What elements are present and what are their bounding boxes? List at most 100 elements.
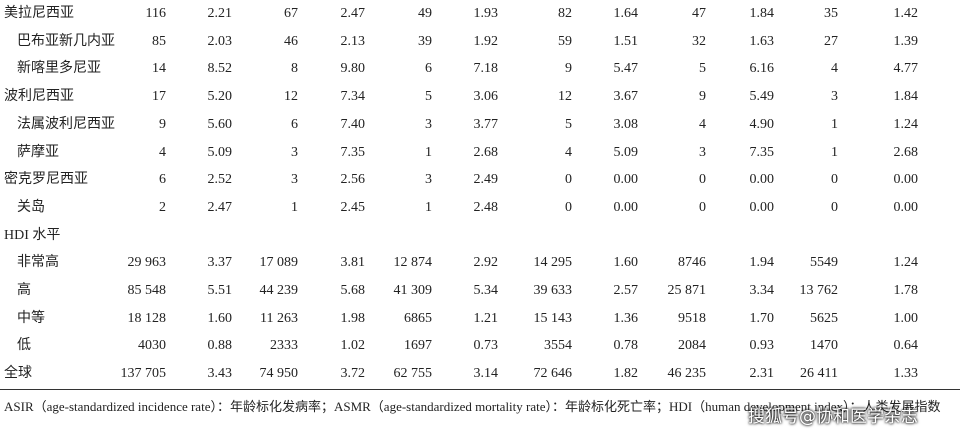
table-cell: 5.20 bbox=[207, 89, 233, 105]
table-cell: 0 bbox=[565, 199, 572, 215]
table-cell: 1.21 bbox=[473, 310, 499, 326]
table-cell: 29 963 bbox=[127, 255, 167, 271]
table-cell: 0.78 bbox=[613, 338, 639, 354]
table-cell: 3 bbox=[831, 89, 838, 105]
table-cell: 2.31 bbox=[749, 366, 775, 382]
table-cell: 1.51 bbox=[613, 33, 639, 49]
table-cell: 14 bbox=[152, 61, 166, 77]
table-cell: 4 bbox=[831, 61, 838, 77]
table-cell: 3.72 bbox=[340, 366, 366, 382]
table-cell: 3.43 bbox=[207, 366, 233, 382]
table-cell: 32 bbox=[692, 33, 706, 49]
table-cell: 47 bbox=[692, 6, 706, 21]
row-label: 法属波利尼西亚 bbox=[17, 116, 115, 132]
table-cell: 1.36 bbox=[613, 310, 639, 326]
table-cell: 74 950 bbox=[259, 366, 299, 382]
table-cell: 3 bbox=[291, 144, 298, 160]
table-cell: 7.18 bbox=[473, 61, 499, 77]
table-cell: 1.24 bbox=[893, 255, 919, 271]
table-cell: 5549 bbox=[810, 255, 838, 271]
row-label: 高 bbox=[17, 283, 31, 298]
table-cell: 137 705 bbox=[120, 366, 167, 382]
table-cell: 2.68 bbox=[473, 144, 499, 160]
table-cell: 0.73 bbox=[473, 338, 499, 354]
table-cell: 1 bbox=[425, 144, 432, 160]
table-cell: 41 309 bbox=[393, 283, 433, 298]
table-cell: 0.00 bbox=[893, 199, 919, 215]
table-cell: 8.52 bbox=[207, 61, 233, 77]
table-cell: 1.33 bbox=[893, 366, 919, 382]
table-cell: 18 128 bbox=[127, 310, 167, 326]
table-cell: 3554 bbox=[544, 338, 572, 354]
table-cell: 2.57 bbox=[613, 283, 639, 298]
table-cell: 1.94 bbox=[749, 255, 775, 271]
table-cell: 59 bbox=[558, 33, 572, 49]
table-cell: 1.98 bbox=[340, 310, 366, 326]
table-cell: 5.49 bbox=[749, 89, 775, 105]
table-cell: 0.64 bbox=[893, 338, 919, 354]
table-cell: 3 bbox=[699, 144, 706, 160]
table-cell: 2.48 bbox=[473, 199, 499, 215]
table-cell: 4030 bbox=[138, 338, 166, 354]
table-cell: 5625 bbox=[810, 310, 838, 326]
table-cell: 1.60 bbox=[613, 255, 639, 271]
table-cell: 26 411 bbox=[800, 366, 838, 382]
table-cell: 3.14 bbox=[473, 366, 499, 382]
table-cell: 2.45 bbox=[340, 199, 366, 215]
table-cell: 39 633 bbox=[533, 283, 573, 298]
table-cell: 9 bbox=[565, 61, 572, 77]
table-cell: 1.64 bbox=[613, 6, 639, 21]
table-cell: 3.67 bbox=[613, 89, 639, 105]
table-cell: 9518 bbox=[678, 310, 706, 326]
table-cell: 13 762 bbox=[799, 283, 839, 298]
row-label: HDI 水平 bbox=[4, 227, 61, 243]
table-cell: 2 bbox=[159, 199, 166, 215]
table-cell: 0.00 bbox=[613, 199, 639, 215]
table-cell: 25 871 bbox=[667, 283, 707, 298]
table-cell: 5.34 bbox=[473, 283, 499, 298]
table-cell: 2084 bbox=[678, 338, 706, 354]
table-cell: 1.60 bbox=[207, 310, 233, 326]
table-cell: 8746 bbox=[678, 255, 706, 271]
table-cell: 2.47 bbox=[207, 199, 233, 215]
table-cell: 85 548 bbox=[127, 283, 167, 298]
table-cell: 44 239 bbox=[259, 283, 299, 298]
table-cell: 17 089 bbox=[259, 255, 299, 271]
table-cell: 2.92 bbox=[473, 255, 499, 271]
table-cell: 7.40 bbox=[340, 116, 366, 132]
table-cell: 1.78 bbox=[893, 283, 919, 298]
table-cell: 2.47 bbox=[340, 6, 366, 21]
table-cell: 3 bbox=[425, 116, 432, 132]
table-cell: 1.82 bbox=[613, 366, 639, 382]
table-cell: 62 755 bbox=[393, 366, 433, 382]
row-label: 萨摩亚 bbox=[17, 144, 59, 160]
table-cell: 85 bbox=[152, 33, 166, 49]
footnote: ASIR（age-standardized incidence rate）：年龄… bbox=[4, 399, 941, 414]
table-cell: 14 295 bbox=[533, 255, 573, 271]
table-cell: 2.68 bbox=[893, 144, 919, 160]
table-cell: 3.81 bbox=[340, 255, 366, 271]
table-cell: 6865 bbox=[404, 310, 432, 326]
table-cell: 4 bbox=[565, 144, 572, 160]
table-cell: 4.77 bbox=[893, 61, 919, 77]
table-cell: 46 235 bbox=[667, 366, 707, 382]
table-cell: 6 bbox=[291, 116, 298, 132]
table-cell: 9 bbox=[159, 116, 166, 132]
table-cell: 6 bbox=[159, 172, 166, 188]
row-label: 波利尼西亚 bbox=[4, 89, 74, 105]
table-cell: 5.09 bbox=[207, 144, 233, 160]
table-cell: 49 bbox=[418, 6, 432, 21]
table-cell: 5 bbox=[699, 61, 706, 77]
table-cell: 7.35 bbox=[340, 144, 366, 160]
table-cell: 2.03 bbox=[207, 33, 233, 49]
table-rule bbox=[0, 389, 960, 390]
table-cell: 5.51 bbox=[207, 283, 233, 298]
table-cell: 3.37 bbox=[207, 255, 233, 271]
row-label: 全球 bbox=[4, 366, 32, 382]
table-cell: 1.92 bbox=[473, 33, 499, 49]
row-label: 巴布亚新几内亚 bbox=[17, 33, 115, 49]
table-cell: 3.34 bbox=[749, 283, 775, 298]
table-cell: 3 bbox=[425, 172, 432, 188]
watermark: 搜狐号@协和医学杂志 bbox=[748, 407, 918, 427]
